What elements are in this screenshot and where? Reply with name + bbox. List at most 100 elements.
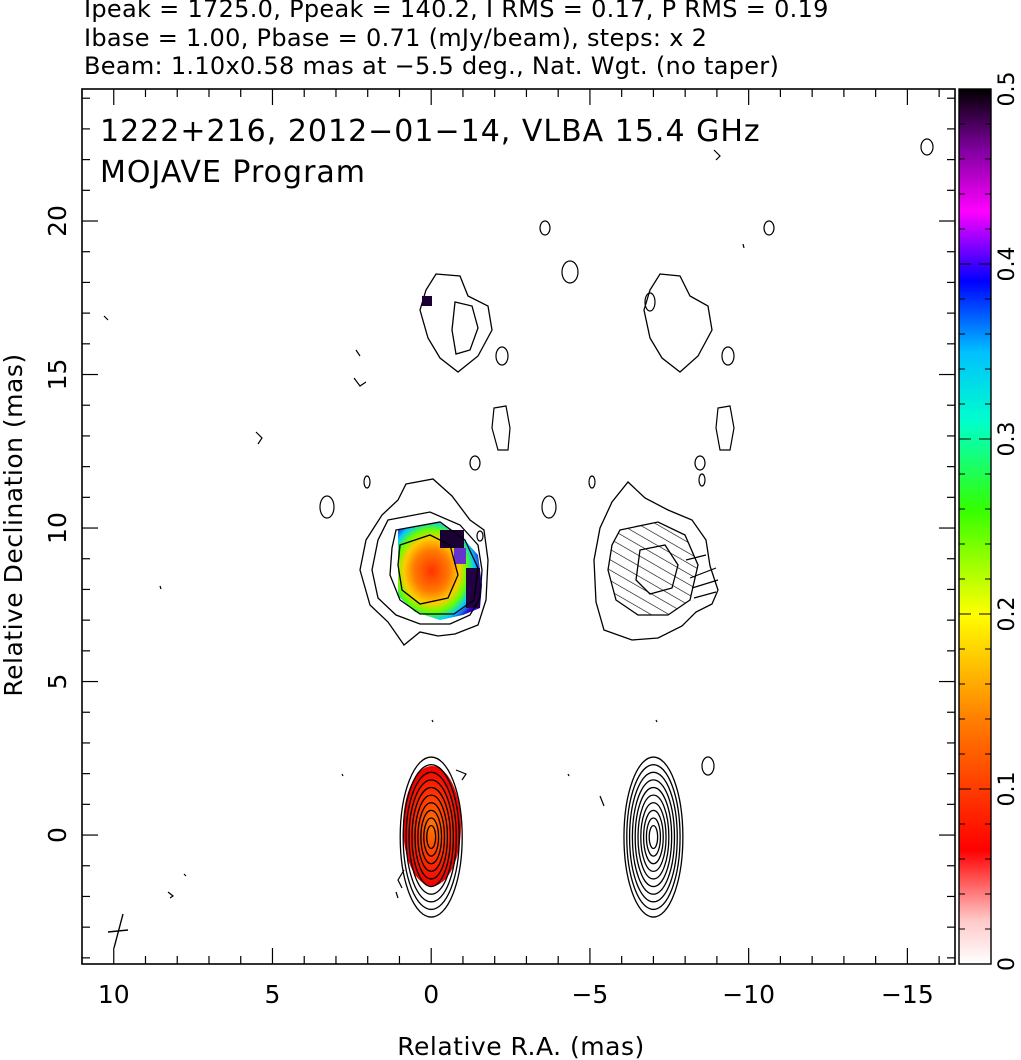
noise-contour bbox=[469, 455, 481, 471]
noise-contour bbox=[599, 795, 605, 807]
x-tick-label: −15 bbox=[881, 980, 934, 1009]
core-contour bbox=[417, 802, 446, 872]
noise-contour bbox=[561, 260, 579, 284]
noise-contour bbox=[698, 473, 706, 487]
plot-frame bbox=[81, 88, 956, 965]
core-contour bbox=[408, 779, 454, 895]
noise-contour bbox=[431, 719, 434, 723]
noise-contour bbox=[742, 243, 745, 249]
knot-contour-4 bbox=[397, 534, 459, 605]
core-contours-right bbox=[623, 756, 684, 918]
colorbar-tick-label: 0.1 bbox=[995, 772, 1020, 807]
beam-symbol bbox=[107, 913, 129, 949]
colorbar-gradient bbox=[959, 89, 991, 964]
core-contour bbox=[626, 764, 681, 911]
colorbar-frame bbox=[958, 88, 992, 965]
colorbar-tick-label: 0.5 bbox=[995, 72, 1020, 107]
header-line-3: Beam: 1.10x0.58 mas at −5.5 deg., Nat. W… bbox=[84, 52, 780, 80]
core-contour bbox=[645, 817, 662, 857]
knot-contour-right-3 bbox=[635, 544, 679, 595]
noise-contour bbox=[644, 292, 656, 312]
knot-contour-right-1 bbox=[593, 481, 719, 641]
core-contour bbox=[405, 771, 457, 903]
noise-contour bbox=[694, 455, 706, 471]
header-line-2: Ibase = 1.00, Pbase = 0.71 (mJy/beam), s… bbox=[84, 24, 708, 52]
knot-contour-1 bbox=[359, 478, 489, 646]
core-contour bbox=[634, 786, 673, 888]
knot-contour-2 bbox=[371, 511, 483, 625]
core-contour bbox=[423, 817, 440, 857]
core-contour bbox=[411, 786, 452, 888]
y-axis-label: Relative Declination (mas) bbox=[0, 353, 28, 696]
noise-contour bbox=[701, 756, 715, 776]
knot-edge-dark bbox=[440, 530, 464, 548]
noise-contour bbox=[721, 346, 735, 366]
chart-subtitle: MOJAVE Program bbox=[100, 155, 366, 190]
noise-contour bbox=[567, 719, 658, 777]
core-contour bbox=[648, 824, 659, 850]
noise-contour bbox=[319, 495, 335, 519]
noise-contour bbox=[539, 220, 551, 236]
knot-contour-3 bbox=[389, 521, 479, 615]
noise-contour bbox=[341, 773, 344, 777]
noise-contour bbox=[920, 138, 934, 156]
core-contour bbox=[623, 756, 684, 918]
outer-jet-contour-right bbox=[643, 273, 713, 373]
noise-contour bbox=[353, 349, 367, 387]
noise-contour bbox=[491, 405, 511, 451]
left-panel bbox=[103, 220, 579, 949]
x-tick-label: −5 bbox=[571, 980, 608, 1009]
colorbar: 0 0.1 0.2 0.3 0.4 0.5 bbox=[958, 72, 1020, 972]
axis-tick-labels: 10 5 0 −5 −10 −15 0 5 10 15 20 bbox=[43, 205, 934, 1009]
core-contour bbox=[642, 809, 664, 865]
noise-contour bbox=[363, 475, 371, 489]
noise-contour bbox=[255, 431, 263, 445]
colorbar-tick-label: 0 bbox=[995, 957, 1020, 971]
x-axis-label: Relative R.A. (mas) bbox=[397, 1032, 644, 1060]
knot-edge-purple bbox=[454, 548, 466, 564]
right-panel bbox=[567, 138, 934, 918]
outer-jet-pixel bbox=[422, 296, 432, 306]
noise-contour bbox=[395, 869, 405, 899]
noise-contour bbox=[495, 346, 509, 366]
evpa-ticks bbox=[685, 554, 719, 599]
header-line-1: Ipeak = 1725.0, Ppeak = 140.2, I RMS = 0… bbox=[84, 0, 829, 23]
core-contour bbox=[402, 764, 460, 911]
noise-contour bbox=[476, 530, 484, 542]
noise-contour bbox=[715, 405, 735, 451]
axis-ticks bbox=[81, 89, 955, 964]
colorbar-tick-label: 0.3 bbox=[995, 422, 1020, 457]
core-contour bbox=[628, 771, 678, 903]
core-contours bbox=[399, 756, 463, 918]
y-tick-label: 15 bbox=[43, 359, 72, 391]
y-tick-label: 0 bbox=[43, 827, 72, 843]
noise-contour bbox=[103, 315, 109, 321]
noise-contour bbox=[763, 220, 775, 236]
noise-contour bbox=[167, 873, 187, 899]
y-tick-label: 20 bbox=[43, 205, 72, 237]
colorbar-ticks bbox=[959, 88, 991, 965]
colorbar-tick-labels: 0 0.1 0.2 0.3 0.4 0.5 bbox=[995, 72, 1020, 972]
chart-title: 1222+216, 2012−01−14, VLBA 15.4 GHz bbox=[100, 114, 761, 149]
colorbar-tick-label: 0.2 bbox=[995, 597, 1020, 632]
noise-contour bbox=[713, 149, 721, 161]
core-contour bbox=[631, 779, 676, 895]
noise-contour bbox=[455, 769, 467, 781]
outer-jet-contour-2 bbox=[451, 301, 479, 355]
x-tick-label: 10 bbox=[98, 980, 130, 1009]
outer-jet-contour-1 bbox=[419, 273, 493, 373]
core-contour bbox=[426, 824, 437, 850]
core-contour bbox=[420, 809, 443, 865]
noise-contour bbox=[588, 475, 596, 489]
y-tick-label: 5 bbox=[43, 674, 72, 690]
noise-contour bbox=[159, 585, 162, 590]
core-contour bbox=[399, 756, 463, 918]
noise-contour bbox=[541, 495, 557, 519]
x-tick-label: −10 bbox=[722, 980, 775, 1009]
core-contour bbox=[640, 802, 667, 872]
x-tick-label: 5 bbox=[265, 980, 281, 1009]
colorbar-tick-label: 0.4 bbox=[995, 247, 1020, 282]
core-contour bbox=[414, 794, 449, 880]
